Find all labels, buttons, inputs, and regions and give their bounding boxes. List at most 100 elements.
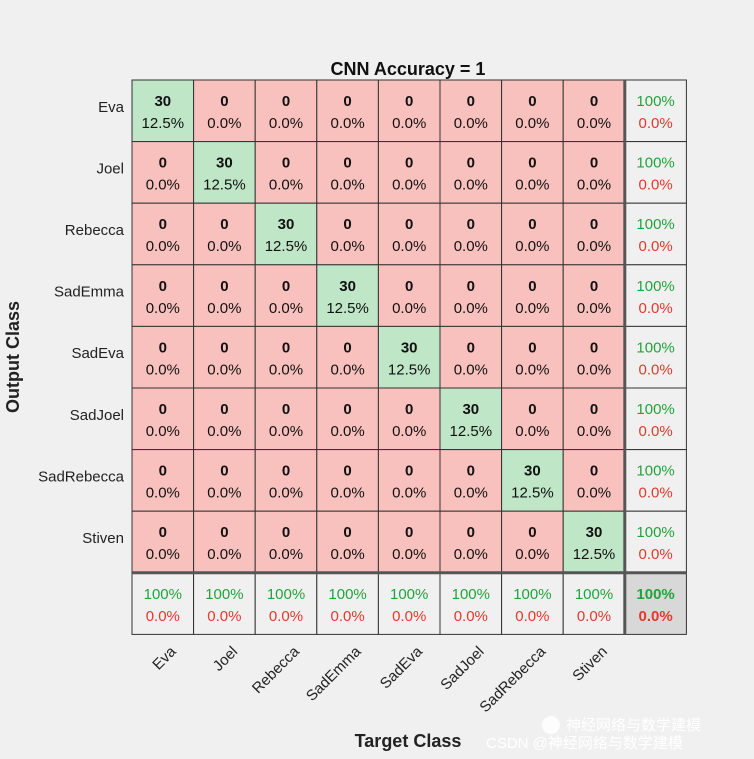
correct-rate: 100% bbox=[636, 216, 674, 233]
matrix-cell-background bbox=[316, 264, 379, 327]
matrix-cell-background bbox=[562, 79, 626, 143]
matrix-cell: 0 0.0% bbox=[254, 387, 318, 451]
matrix-cell-background bbox=[501, 510, 564, 574]
cell-percentage: 0.0% bbox=[454, 300, 488, 317]
matrix-cell: 0 0.0% bbox=[562, 141, 626, 204]
cell-count: 30 bbox=[462, 401, 479, 418]
correct-rate: 100% bbox=[636, 93, 674, 110]
cell-percentage: 0.0% bbox=[146, 361, 180, 378]
matrix-cell: 0 0.0% bbox=[439, 449, 503, 512]
column-summary-cell: 100% 0.0% bbox=[254, 572, 318, 635]
y-tick-labels: Eva Joel Rebecca SadEmma SadEva SadJoel SadReb… bbox=[38, 99, 125, 547]
cell-percentage: 0.0% bbox=[454, 177, 488, 194]
matrix-cell-background bbox=[439, 449, 503, 512]
column-summary-cell-background bbox=[193, 572, 256, 635]
matrix-cell-background bbox=[254, 202, 318, 266]
correct-rate: 100% bbox=[513, 586, 551, 603]
matrix-cell-background bbox=[193, 202, 256, 266]
cell-count: 30 bbox=[586, 524, 603, 541]
cell-count: 0 bbox=[405, 93, 413, 110]
matrix-cell-background bbox=[193, 510, 256, 574]
matrix-cell: 0 0.0% bbox=[439, 325, 503, 389]
cell-percentage: 0.0% bbox=[207, 546, 241, 563]
matrix-cell: 0 0.0% bbox=[501, 79, 564, 143]
y-tick-label: Joel bbox=[96, 160, 124, 177]
column-summary-cell-background bbox=[439, 572, 503, 635]
cell-percentage: 0.0% bbox=[269, 485, 303, 502]
cell-percentage: 12.5% bbox=[573, 546, 616, 563]
matrix-cell: 0 0.0% bbox=[562, 264, 626, 327]
cell-count: 0 bbox=[467, 524, 475, 541]
cell-percentage: 12.5% bbox=[450, 423, 493, 440]
matrix-cell: 0 0.0% bbox=[316, 387, 379, 451]
error-rate: 0.0% bbox=[392, 608, 426, 625]
cell-percentage: 0.0% bbox=[269, 177, 303, 194]
cell-percentage: 0.0% bbox=[330, 546, 364, 563]
matrix-cell: 30 12.5% bbox=[439, 387, 503, 451]
correct-rate: 100% bbox=[575, 586, 613, 603]
overall-accuracy-cell-background bbox=[624, 572, 687, 635]
y-tick-label: SadEva bbox=[71, 345, 124, 362]
matrix-cell: 0 0.0% bbox=[377, 449, 441, 512]
overall-accuracy-cell: 100% 0.0% bbox=[624, 572, 687, 635]
matrix-cell-background bbox=[501, 449, 564, 512]
cell-percentage: 0.0% bbox=[207, 300, 241, 317]
error-rate: 0.0% bbox=[577, 608, 611, 625]
y-tick-label: Eva bbox=[98, 99, 125, 116]
cell-count: 0 bbox=[405, 278, 413, 295]
row-summary-cell: 100% 0.0% bbox=[624, 387, 687, 451]
matrix-cell-background bbox=[562, 510, 626, 574]
matrix-cell: 0 0.0% bbox=[254, 264, 318, 327]
x-tick-label: Stiven bbox=[569, 643, 611, 685]
cell-percentage: 12.5% bbox=[511, 485, 554, 502]
row-summary-cell: 100% 0.0% bbox=[624, 449, 687, 512]
matrix-cell-background bbox=[562, 325, 626, 389]
cell-percentage: 0.0% bbox=[515, 177, 549, 194]
cell-count: 30 bbox=[278, 216, 295, 233]
column-summary-cell: 100% 0.0% bbox=[439, 572, 503, 635]
y-tick-label: SadJoel bbox=[70, 407, 124, 424]
matrix-cell-background bbox=[316, 79, 379, 143]
matrix-cell-background bbox=[131, 79, 195, 143]
matrix-cell: 0 0.0% bbox=[193, 387, 256, 451]
row-summary-cell: 100% 0.0% bbox=[624, 325, 687, 389]
y-tick-label: Stiven bbox=[82, 530, 124, 547]
matrix-cell-background bbox=[193, 79, 256, 143]
matrix-cell-background bbox=[439, 325, 503, 389]
matrix-cell: 30 12.5% bbox=[193, 141, 256, 204]
row-summary-cell: 100% 0.0% bbox=[624, 202, 687, 266]
y-axis-label: Output Class bbox=[3, 301, 23, 413]
cell-count: 0 bbox=[528, 278, 536, 295]
matrix-cell-background bbox=[439, 202, 503, 266]
error-rate: 0.0% bbox=[146, 608, 180, 625]
cell-percentage: 0.0% bbox=[146, 546, 180, 563]
cell-percentage: 0.0% bbox=[392, 238, 426, 255]
cell-percentage: 0.0% bbox=[392, 485, 426, 502]
matrix-cell-background bbox=[501, 325, 564, 389]
column-summary-cell-background bbox=[501, 572, 564, 635]
matrix-cell: 0 0.0% bbox=[377, 141, 441, 204]
cell-count: 0 bbox=[343, 401, 351, 418]
watermark-line-1: 神经网络与数学建模 bbox=[566, 717, 701, 734]
matrix-cell-background bbox=[377, 79, 441, 143]
row-summary-cell-background bbox=[624, 141, 687, 204]
row-summary-cell-background bbox=[624, 510, 687, 574]
matrix-cell-background bbox=[193, 449, 256, 512]
matrix-cell: 0 0.0% bbox=[254, 510, 318, 574]
cell-count: 0 bbox=[528, 339, 536, 356]
error-rate: 0.0% bbox=[638, 115, 672, 132]
cell-percentage: 0.0% bbox=[515, 300, 549, 317]
matrix-cell-background bbox=[254, 264, 318, 327]
column-summary-cell-background bbox=[562, 572, 626, 635]
x-tick-label: SadEmma bbox=[303, 643, 365, 705]
matrix-cell: 0 0.0% bbox=[439, 202, 503, 266]
cell-percentage: 0.0% bbox=[392, 546, 426, 563]
matrix-cell: 0 0.0% bbox=[316, 510, 379, 574]
cell-count: 0 bbox=[528, 155, 536, 172]
correct-rate: 100% bbox=[636, 401, 674, 418]
cell-percentage: 12.5% bbox=[326, 300, 369, 317]
matrix-cell: 0 0.0% bbox=[131, 141, 195, 204]
cell-count: 0 bbox=[343, 463, 351, 480]
cell-count: 0 bbox=[467, 155, 475, 172]
matrix-cell-background bbox=[254, 449, 318, 512]
